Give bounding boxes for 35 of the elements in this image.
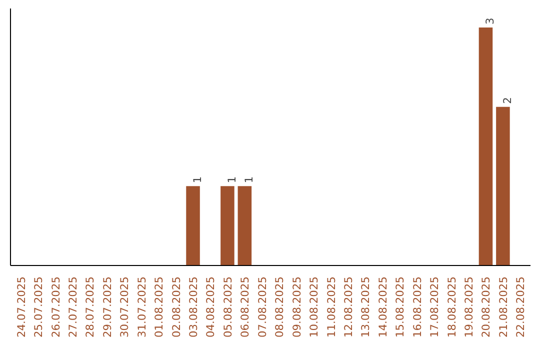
x-tick-label: 30.07.2025 (118, 276, 132, 338)
x-tick-label: 02.08.2025 (170, 276, 183, 338)
x-tick-label: 27.07.2025 (66, 276, 80, 338)
x-tick-label: 14.08.2025 (376, 276, 390, 338)
x-tick-label: 21.08.2025 (496, 276, 510, 338)
data-label: 1 (242, 176, 256, 184)
x-tick-label: 22.08.2025 (514, 276, 528, 338)
x-tick-label: 10.08.2025 (308, 276, 321, 338)
x-tick-label: 01.08.2025 (152, 276, 166, 338)
x-tick-label: 15.08.2025 (394, 276, 407, 338)
data-label: 2 (500, 97, 514, 104)
data-label: 1 (191, 176, 204, 184)
x-tick-label: 07.08.2025 (256, 276, 269, 338)
x-tick-label: 17.08.2025 (428, 276, 442, 338)
x-tick-label: 24.07.2025 (14, 276, 28, 338)
x-tick-label: 13.08.2025 (359, 276, 372, 338)
x-tick-label: 11.08.2025 (324, 276, 338, 338)
x-tick-label: 09.08.2025 (290, 276, 304, 338)
x-tick-label: 05.08.2025 (221, 276, 234, 338)
x-tick-label: 03.08.2025 (187, 276, 200, 338)
x-tick-label: 08.08.2025 (273, 276, 286, 338)
x-tick-label: 29.07.2025 (100, 276, 114, 338)
data-label: 3 (484, 18, 497, 25)
x-tick-label: 26.07.2025 (49, 276, 62, 338)
x-tick-label: 18.08.2025 (445, 276, 458, 338)
x-tick-label: 25.07.2025 (32, 276, 46, 338)
x-tick-label: 31.07.2025 (135, 276, 148, 338)
x-tick-label: 20.08.2025 (480, 276, 493, 338)
x-tick-label: 12.08.2025 (342, 276, 355, 338)
x-tick-label: 04.08.2025 (204, 276, 218, 338)
x-tick-label: 19.08.2025 (462, 276, 476, 338)
x-tick-label: 06.08.2025 (238, 276, 252, 338)
x-tick-label: 16.08.2025 (410, 276, 424, 338)
x-tick-label: 28.07.2025 (84, 276, 97, 338)
data-label: 1 (225, 176, 238, 184)
